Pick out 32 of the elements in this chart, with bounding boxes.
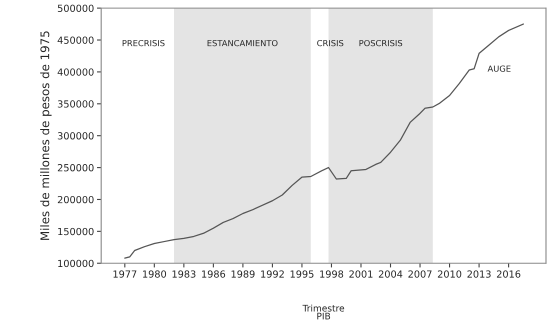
band-label: ESTANCAMIENTO (208, 40, 278, 46)
x-tick-label: 2010 (438, 270, 462, 278)
y-tick-label: 300000 (58, 132, 94, 140)
x-tick-label: 2013 (467, 270, 491, 278)
band-label: POSCRISIS (359, 40, 402, 46)
x-tick-label: 2007 (408, 270, 432, 278)
x-tick-label: 1986 (202, 270, 226, 278)
y-tick-label: 200000 (58, 196, 94, 204)
y-tick-label: 250000 (58, 164, 94, 172)
y-tick-label: 500000 (58, 4, 94, 12)
y-axis-title: Miles de millones de pesos de 1975 (40, 31, 52, 240)
y-tick-label: 350000 (58, 100, 94, 108)
y-tick-label: 400000 (58, 68, 94, 76)
annotation: PRECRISIS (122, 40, 165, 46)
annotation: CRISIS (317, 40, 344, 46)
x-tick-label: 1992 (261, 270, 284, 278)
x-tick-label: 1995 (290, 270, 314, 278)
annotation: AUGE (488, 65, 511, 72)
text: PIB (317, 312, 330, 320)
x-tick-label: 1989 (232, 270, 255, 278)
x-tick-label: 1983 (172, 270, 196, 278)
x-axis-title: Trimestre (302, 304, 344, 312)
y-tick-label: 450000 (58, 36, 94, 44)
x-tick-label: 1980 (143, 270, 166, 278)
line-series (124, 23, 524, 259)
x-tick-label: 1998 (320, 270, 344, 278)
x-tick-label: 2001 (349, 270, 372, 278)
x-tick-label: 1977 (114, 270, 136, 278)
y-tick-label: 100000 (58, 260, 94, 268)
y-tick-label: 150000 (58, 228, 94, 236)
x-tick-label: 2016 (496, 270, 520, 278)
x-tick-label: 2004 (378, 270, 402, 278)
